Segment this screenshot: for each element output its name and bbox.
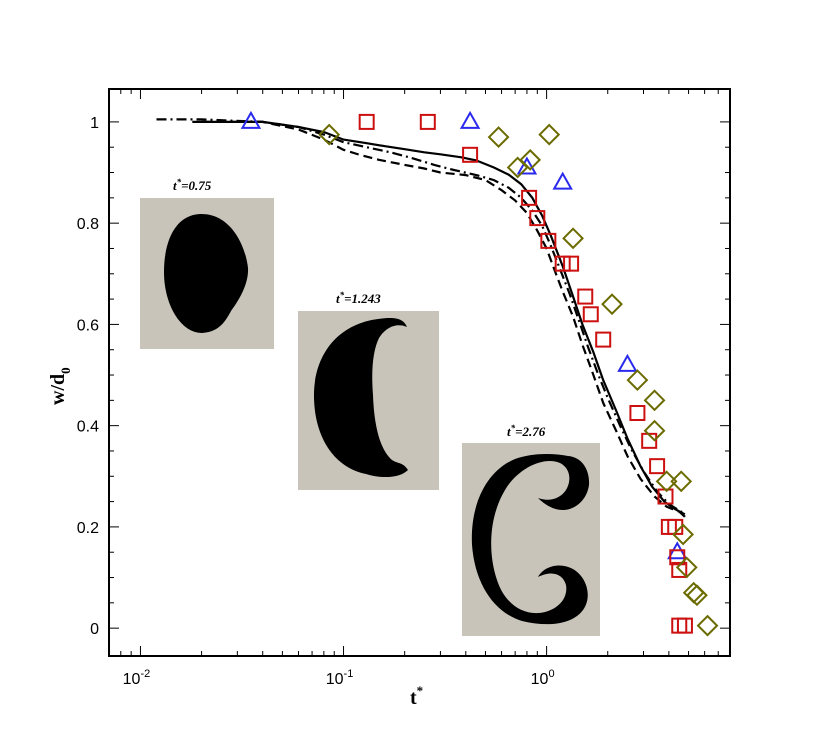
- square-marker: [669, 549, 686, 566]
- diamond-marker: [643, 389, 666, 412]
- diamond-marker: [601, 293, 623, 316]
- y-tick-label: 0: [90, 621, 99, 638]
- diamond-marker: [670, 470, 693, 493]
- diamond-marker: [686, 584, 708, 607]
- inset-t276: t*=2.76: [462, 423, 600, 636]
- triangle-marker: [617, 353, 638, 372]
- square-marker: [676, 617, 693, 634]
- square-marker: [671, 617, 688, 634]
- diamond-marker: [519, 148, 542, 171]
- square-marker: [462, 146, 479, 163]
- square-marker: [629, 405, 646, 421]
- inset-t075: t*=0.75: [140, 177, 274, 349]
- diamond-marker: [655, 470, 678, 493]
- droplet-ellipse-shape: [164, 213, 249, 333]
- triangle-marker: [516, 156, 538, 175]
- inset-t1243: t*=1.243: [298, 290, 439, 490]
- diamond-marker: [626, 369, 649, 392]
- x-tick-label: 100: [531, 668, 555, 688]
- square-marker: [540, 232, 557, 249]
- square-marker: [358, 113, 375, 130]
- diamond-marker: [643, 419, 666, 442]
- y-tick-label: 0.2: [77, 520, 99, 537]
- y-tick-label: 0.6: [77, 317, 99, 334]
- inset-label-2: t*=1.243: [336, 290, 381, 306]
- diamond-marker: [538, 123, 561, 146]
- triangle-marker: [552, 171, 573, 190]
- triangle-marker: [240, 110, 262, 129]
- x-axis-title: t*: [410, 683, 423, 709]
- square-marker: [671, 561, 688, 578]
- inset-label-3: t*=2.76: [507, 423, 546, 439]
- diamond-marker: [682, 581, 705, 604]
- square-marker: [649, 458, 666, 475]
- square-marker: [582, 306, 599, 323]
- diamond-marker: [696, 614, 719, 637]
- inset-label-1: t*=0.75: [173, 177, 212, 193]
- square-marker: [521, 189, 538, 206]
- square-marker: [529, 210, 546, 227]
- diamond-marker: [318, 123, 341, 146]
- y-axis-title: w/d0: [47, 367, 73, 405]
- x-tick-label: 10-2: [123, 668, 151, 688]
- square-marker: [577, 288, 594, 305]
- diamond-marker: [487, 126, 510, 149]
- x-tick-label: 10-1: [326, 668, 354, 688]
- triangle-marker: [459, 110, 481, 129]
- square-marker: [563, 255, 580, 272]
- square-marker: [554, 255, 571, 272]
- square-marker: [595, 331, 612, 348]
- y-tick-label: 1: [90, 115, 99, 132]
- series-line-dashed: [201, 120, 686, 518]
- y-tick-label: 0.4: [77, 419, 99, 436]
- plot-frame: [108, 88, 731, 657]
- diamond-marker: [675, 556, 698, 579]
- droplet-c-shape: [471, 454, 590, 625]
- diamond-marker: [562, 227, 584, 250]
- diamond-marker: [672, 523, 695, 546]
- droplet-bowl-shape: [313, 317, 408, 478]
- square-marker: [419, 113, 436, 130]
- y-tick-label: 0.8: [77, 216, 99, 233]
